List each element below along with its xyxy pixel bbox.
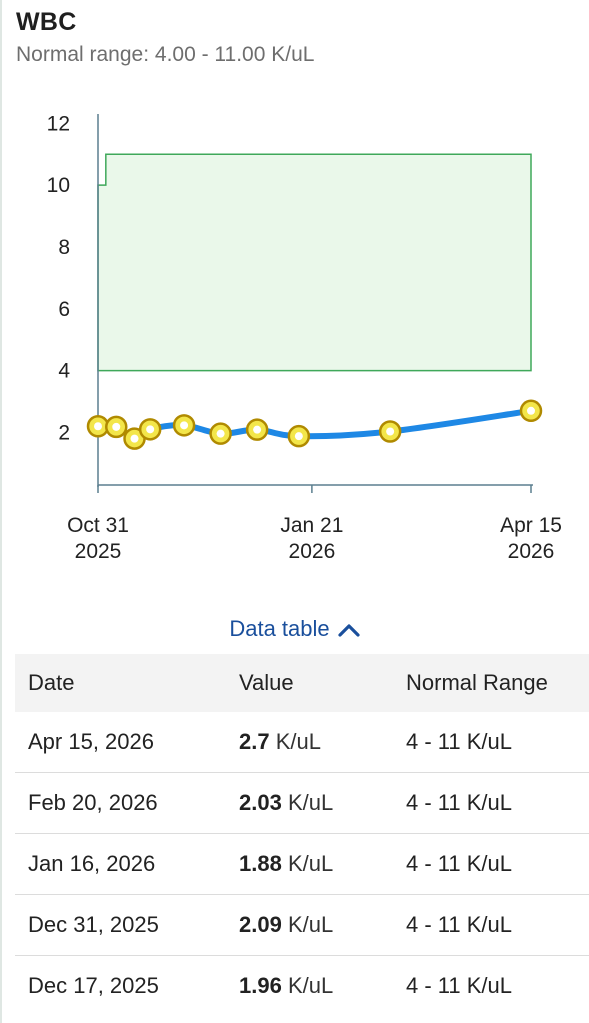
cell-normal-range: 4 - 11 K/uL (393, 712, 589, 773)
y-tick-label: 10 (47, 174, 70, 197)
data-point-center (130, 434, 139, 443)
x-tick-label: 2025 (75, 540, 122, 563)
y-tick-label: 4 (58, 360, 70, 383)
series-line (95, 407, 534, 442)
header-normal-range: Normal Range (406, 670, 548, 695)
x-tick-label: Jan 21 (280, 514, 343, 537)
wbc-trend-chart: 2 4 6 8 10 12 Oct 31 2025 Jan 21 2026 Apr 15 2026 (47, 112, 562, 563)
value-number: 2.09 (239, 912, 282, 937)
value-number: 1.88 (239, 851, 282, 876)
cell-date: Feb 20, 2026 (15, 772, 226, 834)
table-row: Feb 20, 2026 2.03 K/uL 4 - 11 K/uL (15, 772, 589, 834)
data-point-center (112, 422, 121, 431)
data-point-center (253, 425, 262, 434)
header-value: Value (239, 670, 294, 695)
chevron-up-icon (338, 624, 360, 637)
value-number: 2.7 (239, 729, 270, 754)
table-row: Apr 15, 2026 2.7 K/uL 4 - 11 K/uL (15, 712, 589, 773)
data-table-toggle: Data table (0, 616, 589, 642)
data-point-center (527, 406, 535, 415)
data-point-center (386, 427, 395, 436)
cell-normal-range: 4 - 11 K/uL (393, 772, 589, 834)
cell-value: 2.7 K/uL (226, 712, 393, 773)
cell-date: Dec 17, 2025 (28, 973, 159, 998)
data-table-toggle-link[interactable]: Data table (229, 616, 360, 641)
y-tick-label: 12 (47, 112, 70, 135)
data-point-center (94, 422, 102, 431)
table-header-row: Date Value Normal Range (15, 654, 589, 712)
data-point-center (216, 429, 225, 438)
header-date: Date (28, 670, 75, 695)
value-unit: K/uL (287, 912, 334, 937)
value-unit: K/uL (275, 729, 321, 754)
value-unit: K/uL (287, 790, 334, 815)
value-unit: K/uL (287, 851, 334, 876)
cell-value: 1.96 K/uL (226, 956, 393, 1017)
x-tick-label: Apr 15 (500, 514, 562, 537)
data-table: Date Value Normal Range Apr 15, 2026 2.7… (15, 654, 589, 1016)
data-point-center (180, 421, 189, 430)
normal-range-band (97, 153, 532, 372)
cell-value: 2.09 K/uL (226, 894, 393, 956)
panel-border (0, 0, 2, 1023)
panel-title: WBC (16, 8, 77, 36)
y-tick-label: 8 (58, 236, 70, 259)
cell-normal-range: 4 - 11 K/uL (393, 833, 589, 895)
table-row: Dec 31, 2025 2.09 K/uL 4 - 11 K/uL (15, 894, 589, 956)
x-tick-label: 2026 (289, 540, 336, 563)
data-table-toggle-label: Data table (229, 616, 330, 641)
y-tick-label: 6 (58, 298, 70, 321)
data-point-center (146, 425, 155, 434)
cell-date: Apr 15, 2026 (15, 712, 226, 773)
table-row: Dec 17, 2025 1.96 K/uL 4 - 11 K/uL (15, 956, 589, 1017)
cell-value: 2.03 K/uL (226, 772, 393, 834)
value-number: 2.03 (239, 790, 282, 815)
cell-normal-range: 4 - 11 K/uL (406, 973, 512, 998)
value-number: 1.96 (239, 973, 282, 998)
cell-value: 1.88 K/uL (226, 833, 393, 895)
y-tick-label: 2 (58, 421, 70, 444)
cell-normal-range: 4 - 11 K/uL (393, 894, 589, 956)
x-tick-label: Oct 31 (67, 514, 129, 537)
table-row: Jan 16, 2026 1.88 K/uL 4 - 11 K/uL (15, 833, 589, 895)
normal-range-subtitle: Normal range: 4.00 - 11.00 K/uL (16, 43, 315, 66)
data-point-center (294, 432, 303, 441)
x-tick-label: 2026 (508, 540, 555, 563)
cell-date: Jan 16, 2026 (15, 833, 226, 895)
value-unit: K/uL (287, 973, 334, 998)
cell-date: Dec 31, 2025 (15, 894, 226, 956)
